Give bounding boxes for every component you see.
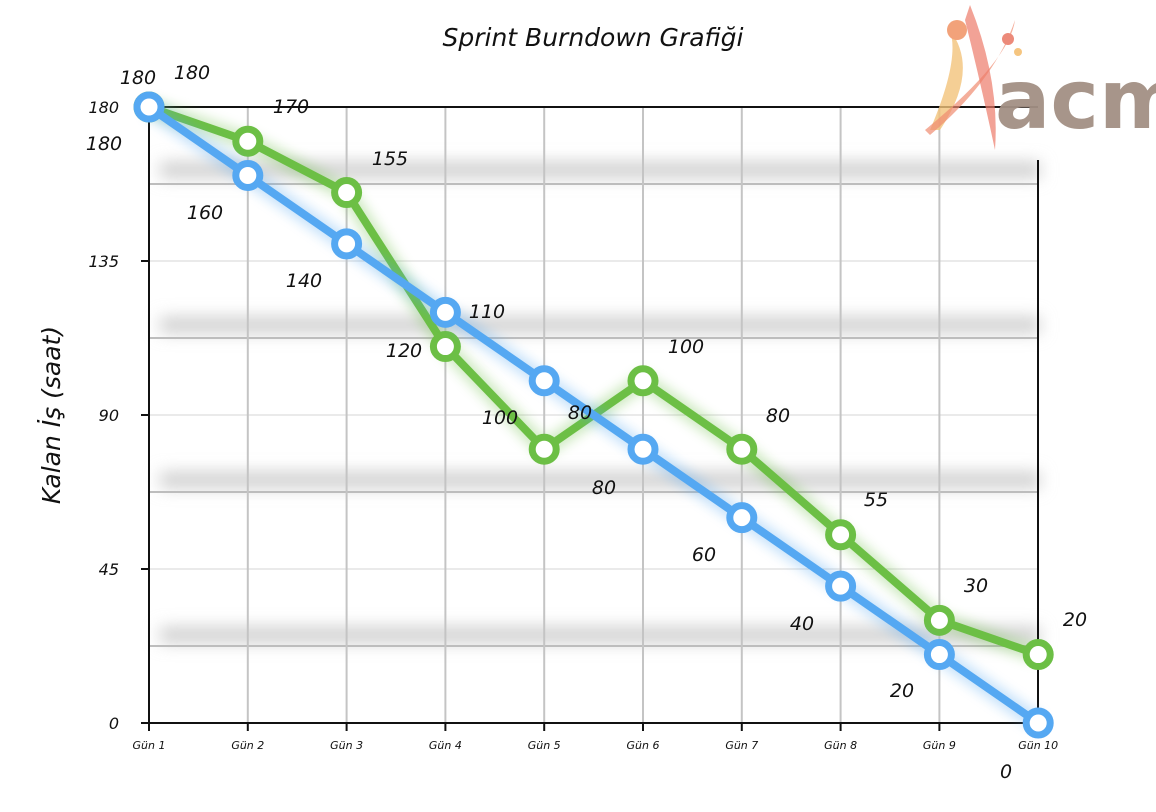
- x-tick-label: Gün 4: [429, 739, 462, 752]
- data-label: 55: [864, 489, 888, 511]
- x-tick-label: Gün 5: [528, 739, 561, 752]
- data-point: [1022, 707, 1054, 739]
- data-label: 100: [482, 407, 518, 429]
- data-point: [331, 228, 363, 260]
- data-point: [331, 177, 363, 209]
- data-point: [232, 159, 264, 191]
- x-tick-label: Gün 10: [1018, 739, 1058, 752]
- data-point: [923, 639, 955, 671]
- x-tick-label: Gün 8: [824, 739, 857, 752]
- data-label: 110: [469, 301, 505, 323]
- x-tick-label: Gün 9: [923, 739, 956, 752]
- data-point: [429, 296, 461, 328]
- shaded-band: [160, 627, 1040, 643]
- data-point: [627, 433, 659, 465]
- data-point: [923, 604, 955, 636]
- logo-text: acm: [995, 53, 1156, 148]
- series-line: [147, 103, 1040, 659]
- chart-title: Sprint Burndown Grafiği: [442, 23, 743, 52]
- data-label: 40: [790, 613, 814, 635]
- acm-logo: acm: [925, 5, 1156, 150]
- data-point: [1022, 639, 1054, 671]
- y-tick-label: 45: [99, 560, 119, 579]
- data-point: [726, 502, 758, 534]
- data-label: 140: [286, 270, 322, 292]
- data-point: [429, 331, 461, 363]
- y-tick-label: 0: [109, 714, 119, 733]
- series-glow: [146, 99, 1041, 663]
- data-point: [528, 365, 560, 397]
- data-point: [726, 433, 758, 465]
- data-label: 180: [120, 67, 156, 89]
- data-label: 0: [1000, 761, 1012, 783]
- data-label: 120: [386, 340, 422, 362]
- shaded-band: [160, 317, 1040, 333]
- x-tick-label: Gün 1: [133, 739, 166, 752]
- y-tick-label: 90: [99, 406, 119, 425]
- data-point: [825, 570, 857, 602]
- data-label: 60: [692, 544, 716, 566]
- data-label: 80: [766, 405, 790, 427]
- data-label: 155: [372, 148, 408, 170]
- data-label: 80: [568, 402, 592, 424]
- data-label: 160: [187, 202, 223, 224]
- y-tick-label: 180: [88, 98, 119, 117]
- data-point: [232, 125, 264, 157]
- data-point: [825, 519, 857, 551]
- data-label: 20: [890, 680, 914, 702]
- shaded-bands: [160, 162, 1040, 643]
- axes: [148, 106, 1045, 727]
- data-label: 180: [174, 62, 210, 84]
- shaded-band: [160, 472, 1040, 488]
- x-tick-label: Gün 7: [725, 739, 758, 752]
- x-tick-label: Gün 3: [330, 739, 363, 752]
- data-label: 170: [273, 96, 309, 118]
- y-axis-label: Kalan İş (saat): [37, 326, 66, 504]
- data-label: 100: [668, 336, 704, 358]
- series-line: [146, 103, 1041, 727]
- extra-y-tick-label: 180: [86, 133, 122, 155]
- x-tick-label: Gün 2: [231, 739, 264, 752]
- data-label: 20: [1063, 609, 1087, 631]
- y-tick-label: 135: [88, 252, 119, 271]
- data-point: [133, 91, 165, 123]
- data-point: [627, 365, 659, 397]
- data-label: 30: [964, 575, 988, 597]
- shaded-band: [160, 162, 1040, 178]
- data-label: 80: [592, 477, 616, 499]
- x-tick-label: Gün 6: [627, 739, 660, 752]
- data-point: [528, 433, 560, 465]
